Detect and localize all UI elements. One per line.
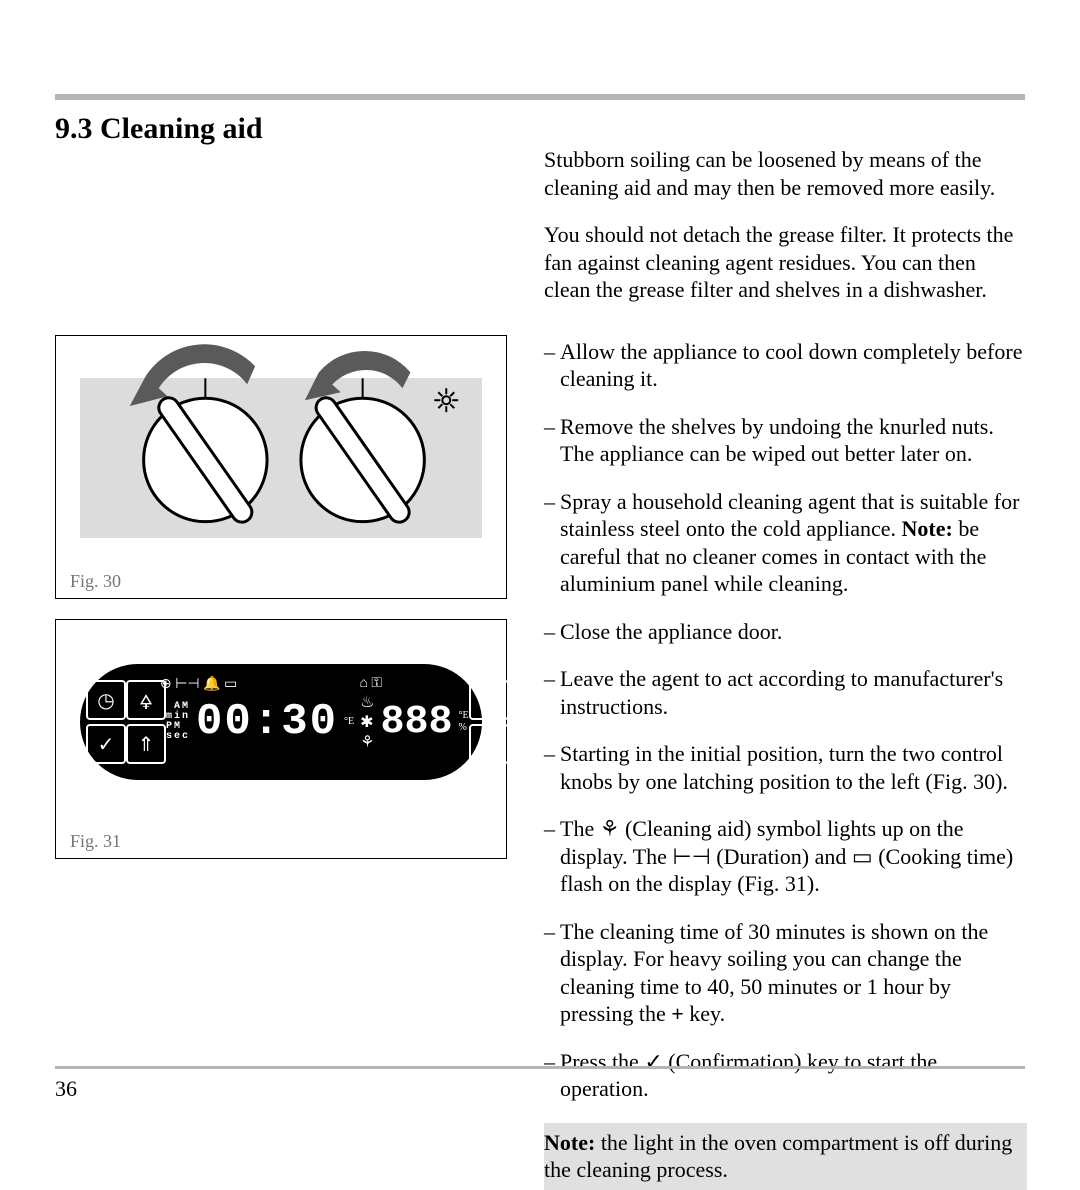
note-text: the light in the oven compartment is off… [544, 1130, 1012, 1183]
display-rightnum: 888 [381, 700, 453, 745]
figure-31: ◷ ✓ 🜍 ⇑ ⊕ ⊢⊣ 🔔 ▭ AM min PM sec 00:30 °E … [55, 619, 507, 859]
bullet-text: The cleaning time of 30 minutes is shown… [560, 918, 1027, 1028]
display-center: ⊕ ⊢⊣ 🔔 ▭ AM min PM sec 00:30 °E ♨ ✱ ⚘ 88… [166, 664, 469, 780]
bullet-dash: – [544, 740, 560, 795]
fig30-svg [56, 336, 506, 556]
note-label: Note: [544, 1130, 595, 1155]
bullet-item: – Leave the agent to act according to ma… [544, 665, 1027, 720]
fig30-caption: Fig. 30 [70, 571, 121, 592]
bottom-rule [55, 1066, 1025, 1069]
intro-para-1: Stubborn soiling can be loosened by mean… [544, 146, 1027, 201]
cleaning-aid-icon: ⚘ [600, 816, 620, 841]
right-unit-top: °E [459, 710, 469, 722]
bullet-text: Remove the shelves by undoing the knurle… [560, 413, 1027, 468]
bullet-text: Leave the agent to act according to manu… [560, 665, 1027, 720]
plus-key-bold: + [671, 1001, 684, 1026]
left-column: Fig. 30 ◷ ✓ 🜍 ⇑ ⊕ ⊢⊣ 🔔 ▭ AM min PM sec 0… [55, 335, 507, 879]
bullet-text: The ⚘ (Cleaning aid) symbol lights up on… [560, 815, 1027, 898]
top-icon-row: ⊕ ⊢⊣ 🔔 ▭ [160, 676, 237, 693]
bullet-item: – The ⚘ (Cleaning aid) symbol lights up … [544, 815, 1027, 898]
figure-30: Fig. 30 [55, 335, 507, 599]
bullet-item: – The cleaning time of 30 minutes is sho… [544, 918, 1027, 1028]
plus-button[interactable]: + [469, 680, 509, 720]
bullet-suffix: key. [684, 1001, 725, 1026]
bullet-text: Press the ✓ (Confirmation) key to start … [560, 1048, 1027, 1103]
cooking-time-icon: ▭ [852, 844, 873, 869]
bullet-mid2: (Duration) and [711, 844, 852, 869]
bullet-dash: – [544, 918, 560, 1028]
bullet-text: Allow the appliance to cool down complet… [560, 338, 1027, 393]
duration-icon: ⊢⊣ [672, 844, 710, 869]
time-unit: °E [344, 716, 354, 728]
top-rule [55, 94, 1025, 100]
bullet-dash: – [544, 815, 560, 898]
mid-icons: ♨ ✱ ⚘ [360, 692, 374, 752]
minus-button[interactable]: − [469, 724, 509, 764]
check-button[interactable]: ✓ [86, 724, 126, 764]
fig31-caption: Fig. 31 [70, 831, 121, 852]
bullet-item: – Close the appliance door. [544, 618, 1027, 646]
section-heading: 9.3 Cleaning aid [55, 112, 263, 146]
bullet-item: – Press the ✓ (Confirmation) key to star… [544, 1048, 1027, 1103]
display-buttons-left: ◷ ✓ [80, 664, 126, 780]
bullet-dash: – [544, 665, 560, 720]
bullet-text: Spray a household cleaning agent that is… [560, 488, 1027, 598]
right-units: °E % [459, 710, 469, 734]
page-number: 36 [55, 1076, 77, 1102]
note-box: Note: the light in the oven compartment … [544, 1123, 1027, 1190]
bullet-dash: – [544, 413, 560, 468]
bullet-item: – Starting in the initial position, turn… [544, 740, 1027, 795]
bullet-prefix: The [560, 816, 600, 841]
bullet-text: Starting in the initial position, turn t… [560, 740, 1027, 795]
roof-key-icons: ⌂ ⚿ [359, 676, 382, 692]
bullet-dash: – [544, 488, 560, 598]
bullet-item: – Spray a household cleaning agent that … [544, 488, 1027, 598]
clock-button[interactable]: ◷ [86, 680, 126, 720]
display-buttons-right: + − [469, 664, 515, 780]
bullet-item: – Allow the appliance to cool down compl… [544, 338, 1027, 393]
right-unit-bot: % [459, 722, 469, 734]
bullet-item: – Remove the shelves by undoing the knur… [544, 413, 1027, 468]
display-time: 00:30 [196, 697, 338, 747]
bullet-bold: Note: [902, 516, 953, 541]
up-button[interactable]: ⇑ [126, 724, 166, 764]
ampm-pmsec: PM sec [166, 722, 190, 742]
bullet-dash: – [544, 618, 560, 646]
bullet-list: – Allow the appliance to cool down compl… [544, 338, 1027, 1103]
bullet-prefix: The cleaning time of 30 minutes is shown… [560, 919, 988, 1027]
bullet-dash: – [544, 1048, 560, 1103]
display-panel: ◷ ✓ 🜍 ⇑ ⊕ ⊢⊣ 🔔 ▭ AM min PM sec 00:30 °E … [80, 664, 482, 780]
right-column: Stubborn soiling can be loosened by mean… [544, 146, 1027, 1190]
intro-para-2: You should not detach the grease filter.… [544, 221, 1027, 304]
bullet-dash: – [544, 338, 560, 393]
bullet-text: Close the appliance door. [560, 618, 1027, 646]
